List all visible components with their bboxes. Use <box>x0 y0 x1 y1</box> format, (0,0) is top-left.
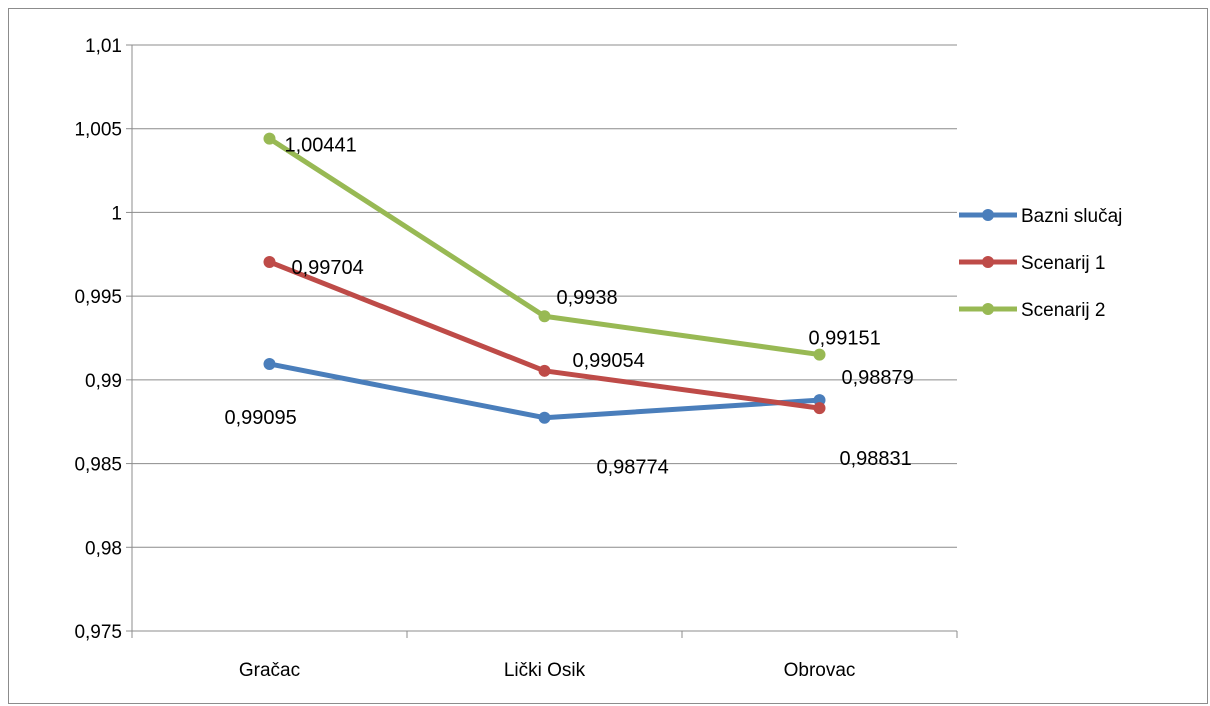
chart-frame: 0,975 0,98 0,985 0,99 0,995 1 1,005 1,01 Gračac L… <box>8 8 1208 704</box>
data-point <box>263 132 276 145</box>
data-label: 1,00441 <box>285 135 357 157</box>
y-tick-label: 0,99 <box>85 371 122 392</box>
data-point <box>263 357 276 370</box>
x-tick-label: Lički Osik <box>504 660 586 681</box>
y-tick-label: 1 <box>111 203 122 224</box>
x-tick-label: Gračac <box>239 660 300 681</box>
data-labels: 0,99095 0,98774 0,98879 0,99704 0,99054 0,988… <box>225 135 914 479</box>
data-point <box>538 411 551 424</box>
data-point <box>263 255 276 268</box>
line-chart: 0,975 0,98 0,985 0,99 0,995 1 1,005 1,01 Gračac L… <box>74 36 1122 681</box>
y-tick-label: 1,005 <box>74 120 122 141</box>
y-tick-label: 0,995 <box>74 287 122 308</box>
data-label: 0,98879 <box>842 367 914 389</box>
data-point <box>813 402 826 415</box>
y-tick-label: 1,01 <box>85 36 122 57</box>
x-tick-label: Obrovac <box>784 660 856 681</box>
legend-marker <box>982 303 994 315</box>
legend-label: Scenarij 1 <box>1021 253 1106 274</box>
axes: 0,975 0,98 0,985 0,99 0,995 1 1,005 1,01 Gračac L… <box>74 36 958 681</box>
y-tick-label: 0,975 <box>74 622 122 643</box>
data-label: 0,99054 <box>573 350 645 372</box>
legend: Bazni slučaj Scenarij 1 Scenarij 2 <box>959 206 1122 321</box>
data-point <box>538 364 551 377</box>
data-label: 0,98831 <box>840 448 912 470</box>
y-tick-label: 0,985 <box>74 455 122 476</box>
data-label: 0,99704 <box>292 257 364 279</box>
legend-marker <box>982 256 994 268</box>
data-label: 0,98774 <box>597 457 669 479</box>
series-lines <box>263 132 826 424</box>
legend-label: Bazni slučaj <box>1021 206 1122 227</box>
legend-label: Scenarij 2 <box>1021 300 1106 321</box>
series-line <box>267 259 822 411</box>
data-label: 0,9938 <box>557 287 618 309</box>
data-point <box>813 348 826 361</box>
gridlines <box>132 44 957 548</box>
data-label: 0,99095 <box>225 407 297 429</box>
y-tick-label: 0,98 <box>85 538 122 559</box>
data-point <box>538 310 551 323</box>
legend-marker <box>982 209 994 221</box>
data-label: 0,99151 <box>809 328 881 350</box>
